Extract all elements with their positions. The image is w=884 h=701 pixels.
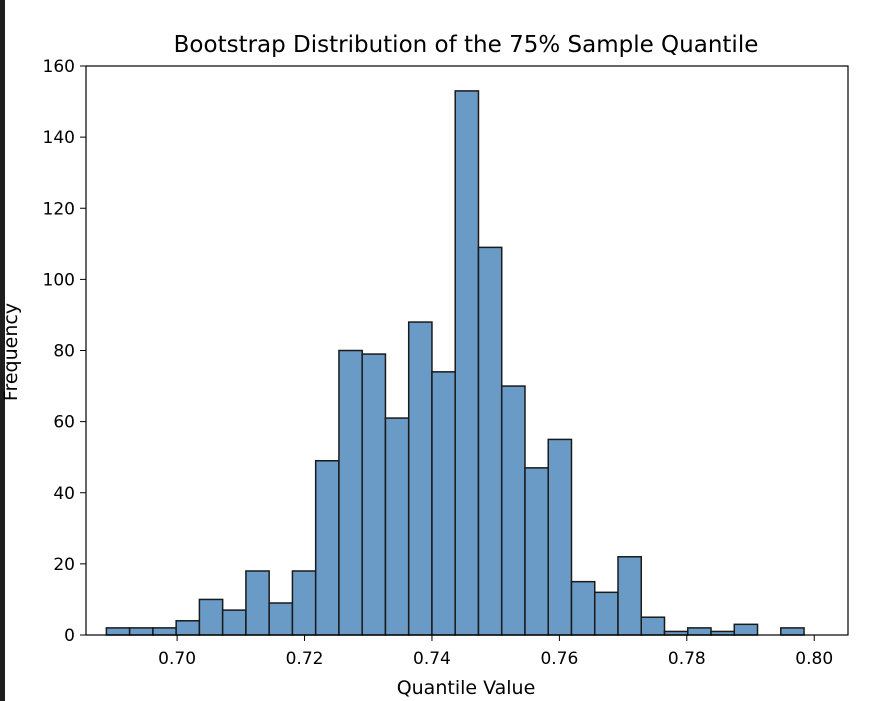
histogram-bar — [338, 349, 363, 636]
x-axis-ticks: 0.70 0.72 0.74 0.76 0.78 0.80 — [158, 635, 833, 669]
y-tick-label: 120 — [43, 199, 75, 219]
bars-group — [105, 90, 805, 636]
y-tick-label: 20 — [53, 555, 75, 575]
histogram-bar — [454, 90, 480, 636]
histogram-bar — [314, 459, 340, 636]
y-tick-label: 60 — [53, 413, 75, 433]
histogram-bar — [221, 609, 247, 636]
histogram-bar — [500, 385, 526, 636]
histogram-bar — [291, 570, 317, 636]
y-tick-label: 140 — [43, 128, 75, 148]
window-edge — [0, 0, 5, 701]
y-tick-label: 40 — [53, 484, 75, 504]
histogram-bar — [547, 438, 573, 636]
histogram-bar — [152, 627, 177, 636]
histogram-bar — [687, 627, 712, 636]
histogram-bar — [128, 627, 154, 636]
histogram-bar — [733, 623, 759, 636]
histogram-bar — [640, 616, 666, 636]
histogram-bar — [570, 580, 596, 636]
y-tick-label: 160 — [43, 57, 75, 77]
x-tick-label: 0.78 — [668, 649, 706, 669]
histogram-bar — [105, 627, 131, 636]
histogram-bar — [407, 321, 433, 636]
y-axis-label: Frequency — [0, 303, 22, 401]
histogram-bar — [198, 598, 224, 636]
chart-title: Bootstrap Distribution of the 75% Sample… — [174, 32, 759, 58]
y-tick-label: 80 — [53, 342, 75, 362]
histogram-bar — [245, 570, 270, 636]
histogram-bar — [593, 591, 619, 636]
y-axis-ticks: 0 20 40 60 80 100 120 140 160 — [43, 57, 86, 646]
y-tick-label: 100 — [43, 270, 75, 290]
x-tick-label: 0.74 — [413, 649, 451, 669]
x-tick-label: 0.80 — [795, 649, 833, 669]
histogram-bar — [524, 467, 549, 636]
histogram-bar — [477, 246, 503, 636]
histogram-bar — [431, 371, 456, 636]
x-tick-label: 0.70 — [158, 649, 196, 669]
histogram-bar — [268, 602, 294, 636]
x-tick-label: 0.72 — [286, 649, 324, 669]
y-tick-label: 0 — [64, 626, 75, 646]
histogram-bar — [361, 353, 387, 636]
x-tick-label: 0.76 — [540, 649, 578, 669]
histogram-bar — [175, 620, 201, 636]
histogram-bar — [780, 627, 805, 636]
x-axis-label: Quantile Value — [397, 677, 536, 699]
histogram-bar — [617, 556, 643, 636]
histogram-bar — [384, 417, 410, 636]
